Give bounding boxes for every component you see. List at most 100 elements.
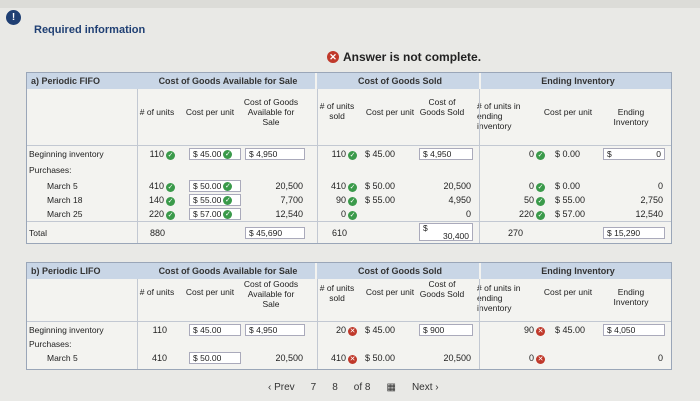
check-icon: ✓ <box>348 197 357 206</box>
fifo-mar25-cgs[interactable]: 0 <box>465 209 471 219</box>
lifo-row-beginning-label: Beginning inventory <box>29 325 104 335</box>
fifo-mar5-us[interactable]: 410 ✓ <box>330 181 357 192</box>
error-icon: ✕ <box>327 51 339 63</box>
fifo-mar18-ue[interactable]: 50 ✓ <box>523 195 545 206</box>
check-icon: ✓ <box>348 183 357 192</box>
check-icon: ✓ <box>536 183 545 192</box>
lifo-beg-cga[interactable]: $ 4,950 <box>245 324 305 336</box>
fifo-row-beginning-label: Beginning inventory <box>29 149 104 159</box>
fifo-mar5-cpu[interactable]: $ 50.00 ✓ <box>189 180 241 192</box>
page-7[interactable]: 7 <box>310 382 317 393</box>
lifo-col-cga: Cost of Goods Available for Sale <box>243 279 299 309</box>
lifo-mar5-cpus[interactable]: $ 50.00 <box>365 353 396 363</box>
check-icon: ✓ <box>223 149 233 159</box>
fifo-row-total-label: Total <box>29 228 47 238</box>
fifo-mar25-cpu[interactable]: $ 57.00 ✓ <box>189 208 241 220</box>
fifo-total-ei[interactable]: $ 15,290 <box>603 227 665 239</box>
fifo-total-units: 880 <box>149 228 165 238</box>
lifo-beg-cgs[interactable]: $ 900 <box>419 324 473 336</box>
fifo-mar18-cpus[interactable]: $ 55.00 <box>365 195 396 205</box>
lifo-beg-cpue[interactable]: $ 45.00 <box>555 325 586 335</box>
lifo-mar5-us[interactable]: 410 ✕ <box>330 353 357 364</box>
lifo-row-mar5-label: March 5 <box>47 353 78 363</box>
fifo-mar5-ei[interactable]: 0 <box>657 181 663 191</box>
fifo-mar18-ei[interactable]: 2,750 <box>640 195 663 205</box>
lifo-mar5-units[interactable]: 410 <box>151 353 167 363</box>
fifo-mar18-cpue[interactable]: $ 55.00 <box>555 195 586 205</box>
lifo-mar5-cgs[interactable]: 20,500 <box>443 353 471 363</box>
fifo-mar25-cpue[interactable]: $ 57.00 <box>555 209 586 219</box>
fifo-col-cpu-ending: Cost per unit <box>543 107 593 117</box>
fifo-beg-us[interactable]: 110 ✓ <box>331 149 357 160</box>
lifo-part-header: b) Periodic LIFO <box>27 263 137 279</box>
lifo-col-units-ending: # of units in ending inventory <box>477 283 521 313</box>
check-icon: ✓ <box>166 151 175 160</box>
fifo-beg-units[interactable]: 110 ✓ <box>149 149 175 160</box>
fifo-mar5-cgs[interactable]: 20,500 <box>443 181 471 191</box>
fifo-total-cga[interactable]: $ 45,690 <box>245 227 305 239</box>
lifo-mar5-cpu[interactable]: $ 50.00 <box>189 352 241 364</box>
next-button[interactable]: Next › <box>411 382 439 393</box>
lifo-beg-units[interactable]: 110 <box>152 325 167 335</box>
fifo-mar5-ue[interactable]: 0 ✓ <box>528 181 545 192</box>
check-icon: ✓ <box>348 151 357 160</box>
lifo-beg-ei[interactable]: $ 4,050 <box>603 324 665 336</box>
fifo-mar18-cgs[interactable]: 4,950 <box>448 195 471 205</box>
lifo-mar5-ei[interactable]: 0 <box>657 353 663 363</box>
lifo-col-cpu: Cost per unit <box>185 287 235 297</box>
x-icon: ✕ <box>536 355 545 364</box>
fifo-col-ending: Ending Inventory <box>613 107 649 127</box>
fifo-mar5-units[interactable]: 410 ✓ <box>148 181 175 192</box>
fifo-mar25-ue[interactable]: 220 ✓ <box>518 209 545 220</box>
prev-button[interactable]: ‹ Prev <box>268 382 295 393</box>
fifo-mar25-cga[interactable]: 12,540 <box>275 209 303 219</box>
x-icon: ✕ <box>536 327 545 336</box>
fifo-mar18-us[interactable]: 90 ✓ <box>335 195 357 206</box>
lifo-beg-ue[interactable]: 90 ✕ <box>523 325 545 336</box>
fifo-beg-ue[interactable]: 0 ✓ <box>528 149 545 160</box>
fifo-beg-cpue[interactable]: $ 0.00 <box>555 149 581 159</box>
fifo-beg-ei[interactable]: $0 <box>603 148 665 160</box>
fifo-col-units-sold: # of units sold <box>319 101 355 121</box>
lifo-col-units-sold: # of units sold <box>319 283 355 303</box>
fifo-total-cgs[interactable]: $30,400 <box>419 223 473 241</box>
lifo-table: b) Periodic LIFO Cost of Goods Available… <box>26 262 672 370</box>
lifo-mar5-cga[interactable]: 20,500 <box>275 353 303 363</box>
page-8[interactable]: 8 <box>332 382 338 393</box>
alert-icon: ! <box>6 10 21 25</box>
fifo-beg-cpu[interactable]: $ 45.00 ✓ <box>189 148 241 160</box>
grid-icon[interactable]: ▦ <box>386 382 396 393</box>
fifo-col-units: # of units <box>139 107 175 117</box>
lifo-beg-cpu[interactable]: $ 45.00 <box>189 324 241 336</box>
fifo-mar18-cga[interactable]: 7,700 <box>280 195 303 205</box>
fifo-part-header: a) Periodic FIFO <box>27 73 137 89</box>
check-icon: ✓ <box>536 151 545 160</box>
fifo-mar18-units[interactable]: 140 ✓ <box>148 195 175 206</box>
fifo-beg-cgs[interactable]: $ 4,950 <box>419 148 473 160</box>
lifo-group-ending: Ending Inventory <box>481 263 671 279</box>
top-strip <box>0 0 700 8</box>
lifo-beg-us[interactable]: 20 ✕ <box>335 325 357 336</box>
lifo-group-sold: Cost of Goods Sold <box>317 263 479 279</box>
x-icon: ✕ <box>348 355 357 364</box>
fifo-mar25-units[interactable]: 220 ✓ <box>148 209 175 220</box>
lifo-beg-cpus[interactable]: $ 45.00 <box>365 325 396 335</box>
lifo-mar5-ue[interactable]: 0 ✕ <box>528 353 545 364</box>
fifo-mar18-cpu[interactable]: $ 55.00 ✓ <box>189 194 241 206</box>
fifo-beg-cpus[interactable]: $ 45.00 <box>365 149 396 159</box>
lifo-col-cpu-sold: Cost per unit <box>365 287 415 297</box>
check-icon: ✓ <box>536 211 545 220</box>
fifo-col-units-ending: # of units in ending inventory <box>477 101 521 131</box>
fifo-mar5-cpue[interactable]: $ 0.00 <box>555 181 581 191</box>
fifo-row-mar25-label: March 25 <box>47 209 83 219</box>
fifo-col-cpu-sold: Cost per unit <box>365 107 415 117</box>
fifo-row-mar18-label: March 18 <box>47 195 83 205</box>
fifo-mar5-cga[interactable]: 20,500 <box>275 181 303 191</box>
check-icon: ✓ <box>348 211 357 220</box>
fifo-mar5-cpus[interactable]: $ 50.00 <box>365 181 396 191</box>
fifo-mar25-ei[interactable]: 12,540 <box>635 209 663 219</box>
fifo-mar25-us[interactable]: 0 ✓ <box>340 209 357 220</box>
lifo-col-ending: Ending Inventory <box>613 287 649 307</box>
fifo-beg-cga[interactable]: $ 4,950 <box>245 148 305 160</box>
check-icon: ✓ <box>166 211 175 220</box>
